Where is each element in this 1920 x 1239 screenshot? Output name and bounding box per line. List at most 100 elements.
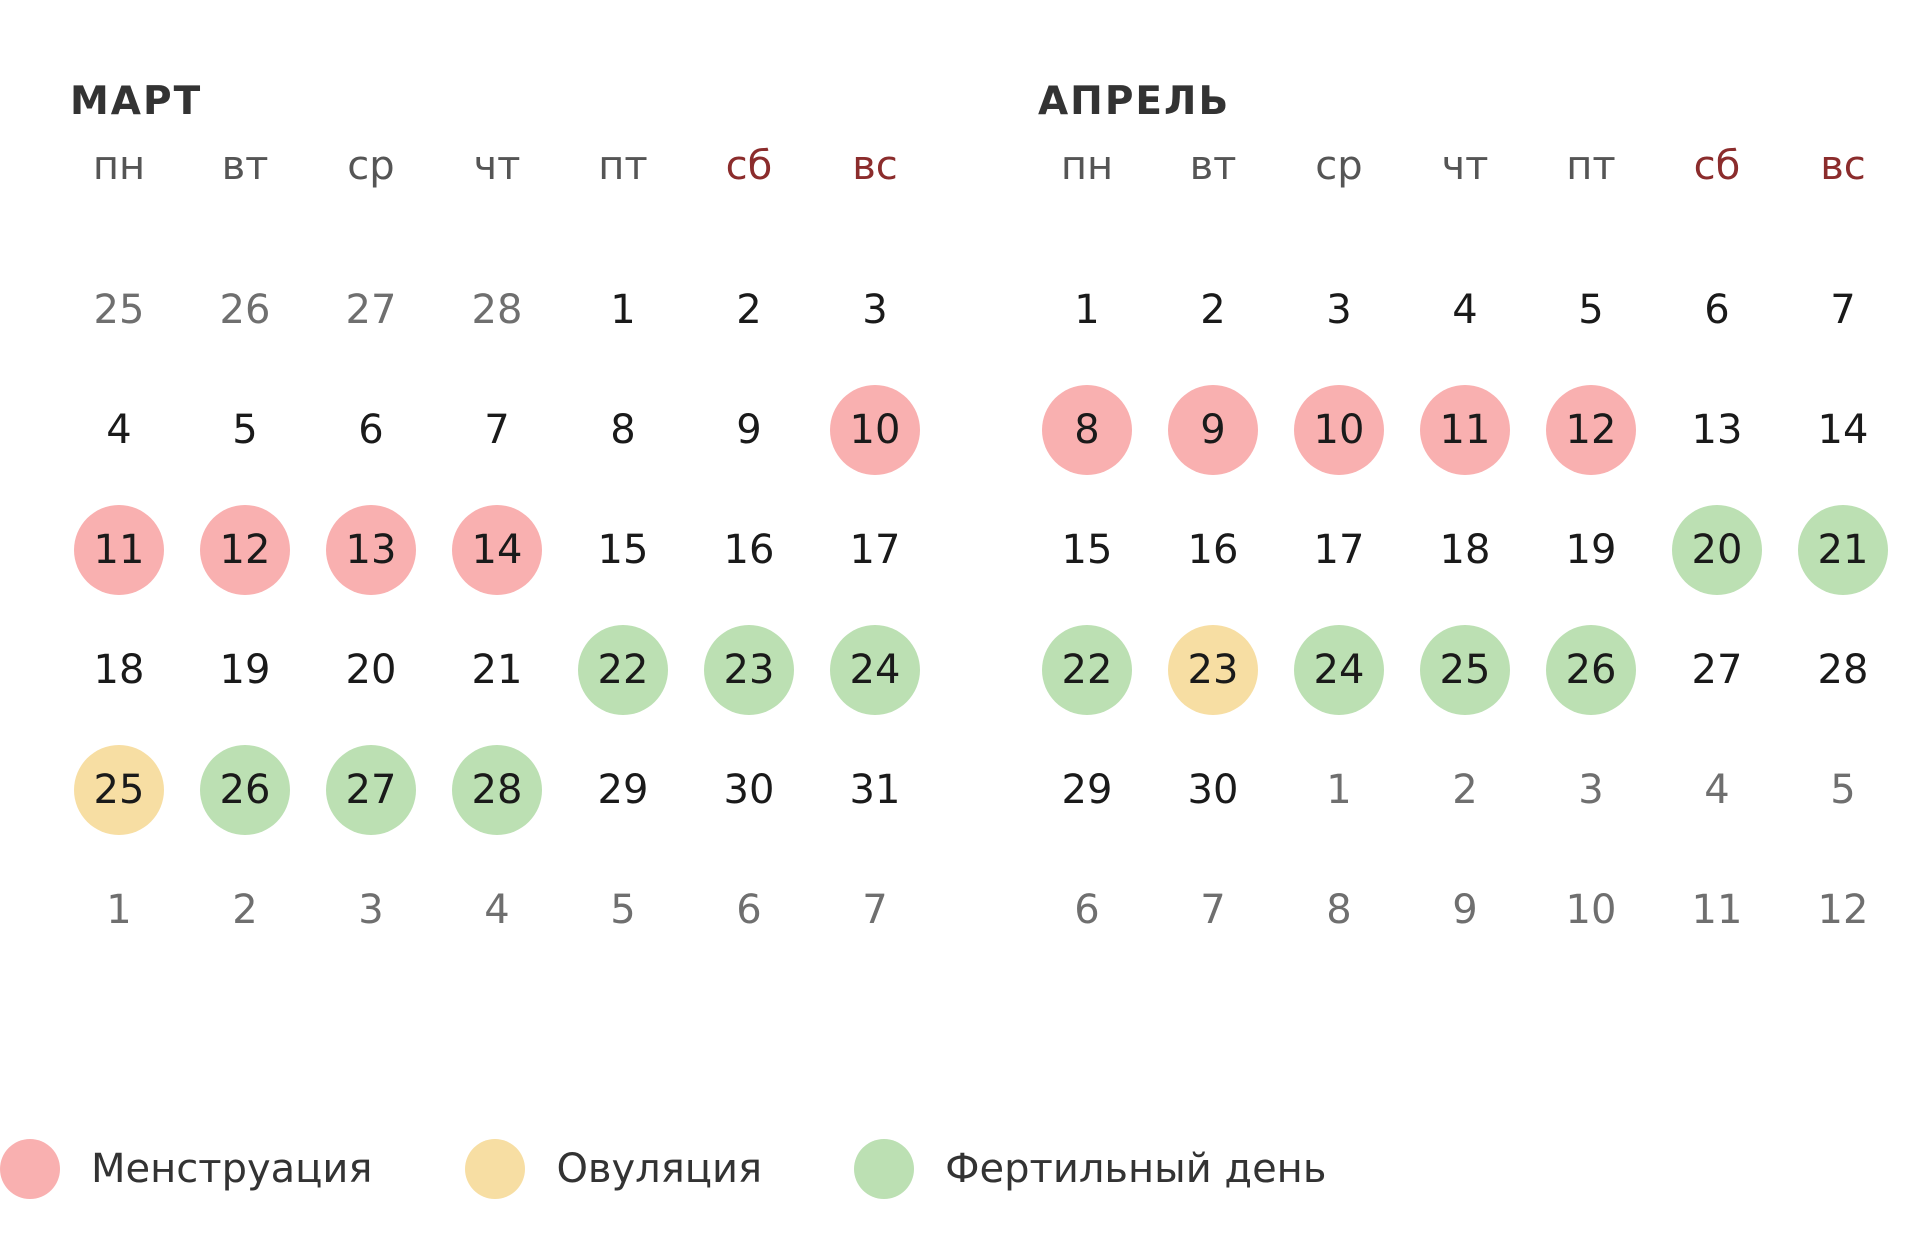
day-cell[interactable]: 14: [1780, 370, 1906, 490]
day-cell[interactable]: 29: [560, 730, 686, 850]
day-number: 11: [1420, 385, 1510, 475]
day-cell-fertile[interactable]: 28: [434, 730, 560, 850]
day-cell-other-month[interactable]: 12: [1780, 850, 1906, 970]
day-number: 21: [1798, 505, 1888, 595]
day-cell-menstruation[interactable]: 12: [1528, 370, 1654, 490]
day-cell[interactable]: 18: [56, 610, 182, 730]
day-cell[interactable]: 19: [1528, 490, 1654, 610]
day-cell[interactable]: 31: [812, 730, 938, 850]
day-cell[interactable]: 21: [434, 610, 560, 730]
day-number: 6: [736, 887, 762, 933]
day-cell-other-month[interactable]: 6: [686, 850, 812, 970]
day-cell[interactable]: 17: [1276, 490, 1402, 610]
day-cell-other-month[interactable]: 9: [1402, 850, 1528, 970]
day-cell-menstruation[interactable]: 13: [308, 490, 434, 610]
day-cell[interactable]: 1: [1024, 250, 1150, 370]
day-cell-other-month[interactable]: 26: [182, 250, 308, 370]
day-cell-other-month[interactable]: 1: [1276, 730, 1402, 850]
day-cell[interactable]: 20: [308, 610, 434, 730]
day-cell-ovulation[interactable]: 23: [1150, 610, 1276, 730]
day-number: 14: [1817, 407, 1869, 453]
day-cell-fertile[interactable]: 22: [560, 610, 686, 730]
day-cell-other-month[interactable]: 3: [1528, 730, 1654, 850]
day-cell[interactable]: 9: [686, 370, 812, 490]
day-cell-other-month[interactable]: 4: [434, 850, 560, 970]
day-cell-other-month[interactable]: 2: [1402, 730, 1528, 850]
day-number: 4: [484, 887, 510, 933]
day-cell-menstruation[interactable]: 8: [1024, 370, 1150, 490]
day-cell-other-month[interactable]: 5: [560, 850, 686, 970]
day-cell-fertile[interactable]: 27: [308, 730, 434, 850]
day-cell-fertile[interactable]: 26: [1528, 610, 1654, 730]
day-cell-other-month[interactable]: 27: [308, 250, 434, 370]
weekday-label: вт: [1189, 143, 1237, 189]
day-cell[interactable]: 7: [434, 370, 560, 490]
day-cell[interactable]: 29: [1024, 730, 1150, 850]
day-cell-menstruation[interactable]: 11: [56, 490, 182, 610]
day-cell-menstruation[interactable]: 10: [812, 370, 938, 490]
day-cell[interactable]: 8: [560, 370, 686, 490]
day-cell-other-month[interactable]: 7: [812, 850, 938, 970]
day-cell[interactable]: 28: [1780, 610, 1906, 730]
day-cell-fertile[interactable]: 21: [1780, 490, 1906, 610]
day-cell-other-month[interactable]: 7: [1150, 850, 1276, 970]
day-cell[interactable]: 15: [560, 490, 686, 610]
day-cell-menstruation[interactable]: 11: [1402, 370, 1528, 490]
day-cell-menstruation[interactable]: 12: [182, 490, 308, 610]
day-cell[interactable]: 3: [812, 250, 938, 370]
day-cell[interactable]: 5: [1528, 250, 1654, 370]
weekday-label-weekend: вс: [852, 143, 898, 189]
day-cell[interactable]: 6: [1654, 250, 1780, 370]
day-number: 3: [358, 887, 384, 933]
day-cell-fertile[interactable]: 26: [182, 730, 308, 850]
day-cell-fertile[interactable]: 22: [1024, 610, 1150, 730]
day-cell-menstruation[interactable]: 10: [1276, 370, 1402, 490]
day-cell-other-month[interactable]: 4: [1654, 730, 1780, 850]
day-cell-menstruation[interactable]: 14: [434, 490, 560, 610]
day-cell-other-month[interactable]: 6: [1024, 850, 1150, 970]
day-number: 23: [1168, 625, 1258, 715]
day-cell[interactable]: 5: [182, 370, 308, 490]
day-cell[interactable]: 3: [1276, 250, 1402, 370]
day-cell[interactable]: 13: [1654, 370, 1780, 490]
day-number: 11: [1691, 887, 1743, 933]
day-number: 16: [723, 527, 775, 573]
legend-dot-menstruation: [0, 1139, 60, 1199]
day-number: 7: [1830, 287, 1856, 333]
day-cell-other-month[interactable]: 28: [434, 250, 560, 370]
day-cell-fertile[interactable]: 23: [686, 610, 812, 730]
day-cell[interactable]: 2: [686, 250, 812, 370]
day-number: 13: [1691, 407, 1743, 453]
day-cell[interactable]: 4: [56, 370, 182, 490]
day-cell-other-month[interactable]: 10: [1528, 850, 1654, 970]
day-cell[interactable]: 15: [1024, 490, 1150, 610]
day-cell[interactable]: 19: [182, 610, 308, 730]
day-cell-other-month[interactable]: 3: [308, 850, 434, 970]
day-cell[interactable]: 6: [308, 370, 434, 490]
day-cell-fertile[interactable]: 24: [812, 610, 938, 730]
day-cell-other-month[interactable]: 5: [1780, 730, 1906, 850]
day-cell[interactable]: 7: [1780, 250, 1906, 370]
day-cell-other-month[interactable]: 25: [56, 250, 182, 370]
day-cell[interactable]: 16: [686, 490, 812, 610]
day-cell-fertile[interactable]: 20: [1654, 490, 1780, 610]
day-cell-other-month[interactable]: 8: [1276, 850, 1402, 970]
day-cell[interactable]: 30: [1150, 730, 1276, 850]
day-cell[interactable]: 17: [812, 490, 938, 610]
weekday-label: чт: [1441, 143, 1489, 189]
day-cell[interactable]: 27: [1654, 610, 1780, 730]
day-cell[interactable]: 30: [686, 730, 812, 850]
day-cell-ovulation[interactable]: 25: [56, 730, 182, 850]
day-cell-menstruation[interactable]: 9: [1150, 370, 1276, 490]
day-cell-other-month[interactable]: 2: [182, 850, 308, 970]
day-cell[interactable]: 18: [1402, 490, 1528, 610]
day-cell-fertile[interactable]: 24: [1276, 610, 1402, 730]
day-cell[interactable]: 2: [1150, 250, 1276, 370]
day-cell[interactable]: 4: [1402, 250, 1528, 370]
day-cell-other-month[interactable]: 1: [56, 850, 182, 970]
day-cell-fertile[interactable]: 25: [1402, 610, 1528, 730]
day-cell-other-month[interactable]: 11: [1654, 850, 1780, 970]
day-cell[interactable]: 1: [560, 250, 686, 370]
day-cell[interactable]: 16: [1150, 490, 1276, 610]
day-number: 6: [1704, 287, 1730, 333]
